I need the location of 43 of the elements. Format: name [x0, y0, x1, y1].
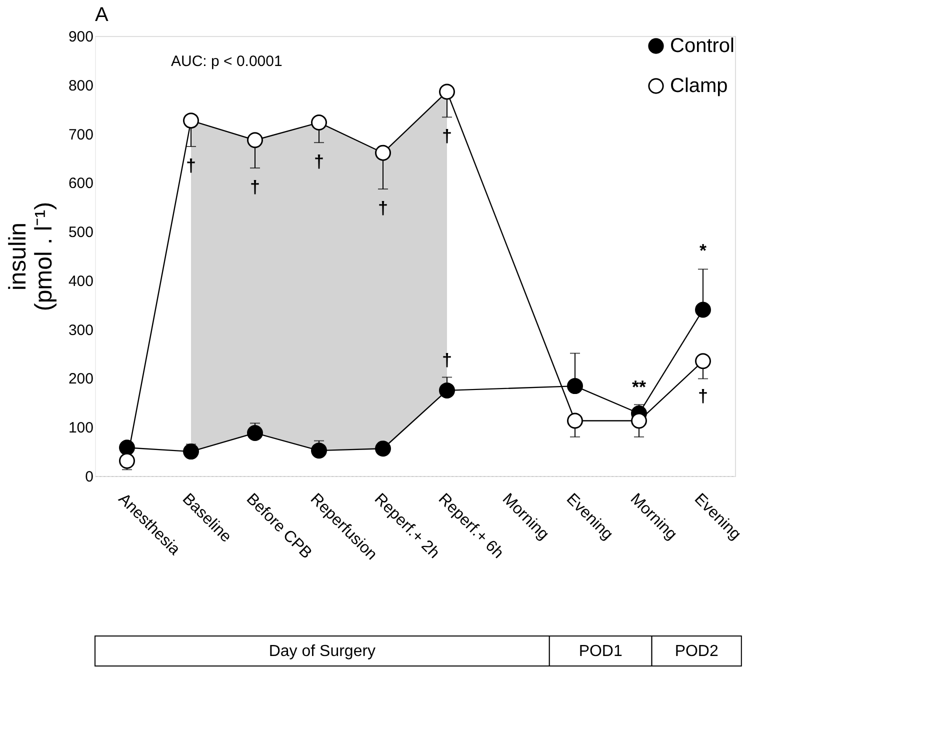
point — [631, 412, 647, 429]
annotation: AUC: p < 0.0001 — [171, 53, 282, 70]
point — [695, 302, 711, 318]
point — [567, 378, 583, 394]
y-tick-label: 800 — [68, 77, 94, 94]
annotation: † — [314, 152, 324, 172]
point — [567, 412, 583, 429]
y-tick-label: 200 — [68, 370, 94, 388]
legend-label: Clamp — [670, 75, 728, 97]
annotation: † — [186, 155, 196, 176]
point — [375, 440, 391, 457]
point — [183, 444, 199, 460]
annotation: † — [698, 386, 708, 406]
point — [375, 144, 391, 161]
point — [247, 424, 263, 441]
y-tick-label: 900 — [68, 28, 94, 46]
y-tick-label: 100 — [68, 420, 94, 437]
annotation: † — [250, 177, 260, 197]
point — [247, 132, 263, 148]
y-axis-title: insulin (pmol . l⁻¹) — [4, 202, 58, 312]
annotation: † — [442, 350, 452, 370]
point — [183, 112, 199, 129]
chart-title: A — [95, 4, 109, 26]
annotation: † — [378, 198, 388, 218]
point — [695, 353, 711, 370]
annotation: ** — [632, 377, 646, 397]
y-tick-label: 500 — [68, 224, 94, 242]
y-tick-label: 400 — [68, 272, 94, 290]
y-tick-label: 300 — [68, 322, 94, 339]
y-tick-label: 700 — [68, 126, 94, 144]
y-tick-label: 0 — [85, 468, 94, 486]
y-tick-label: 600 — [68, 175, 94, 192]
point — [311, 114, 327, 131]
annotation: † — [442, 126, 452, 146]
point — [311, 442, 327, 459]
annotation: * — [699, 240, 707, 261]
point — [439, 382, 455, 398]
text: POD1 — [578, 643, 622, 660]
point — [119, 440, 135, 456]
text: Day of Surgery — [268, 643, 376, 660]
legend-label: Control — [670, 35, 734, 57]
point — [439, 84, 455, 100]
text: POD2 — [674, 643, 718, 660]
